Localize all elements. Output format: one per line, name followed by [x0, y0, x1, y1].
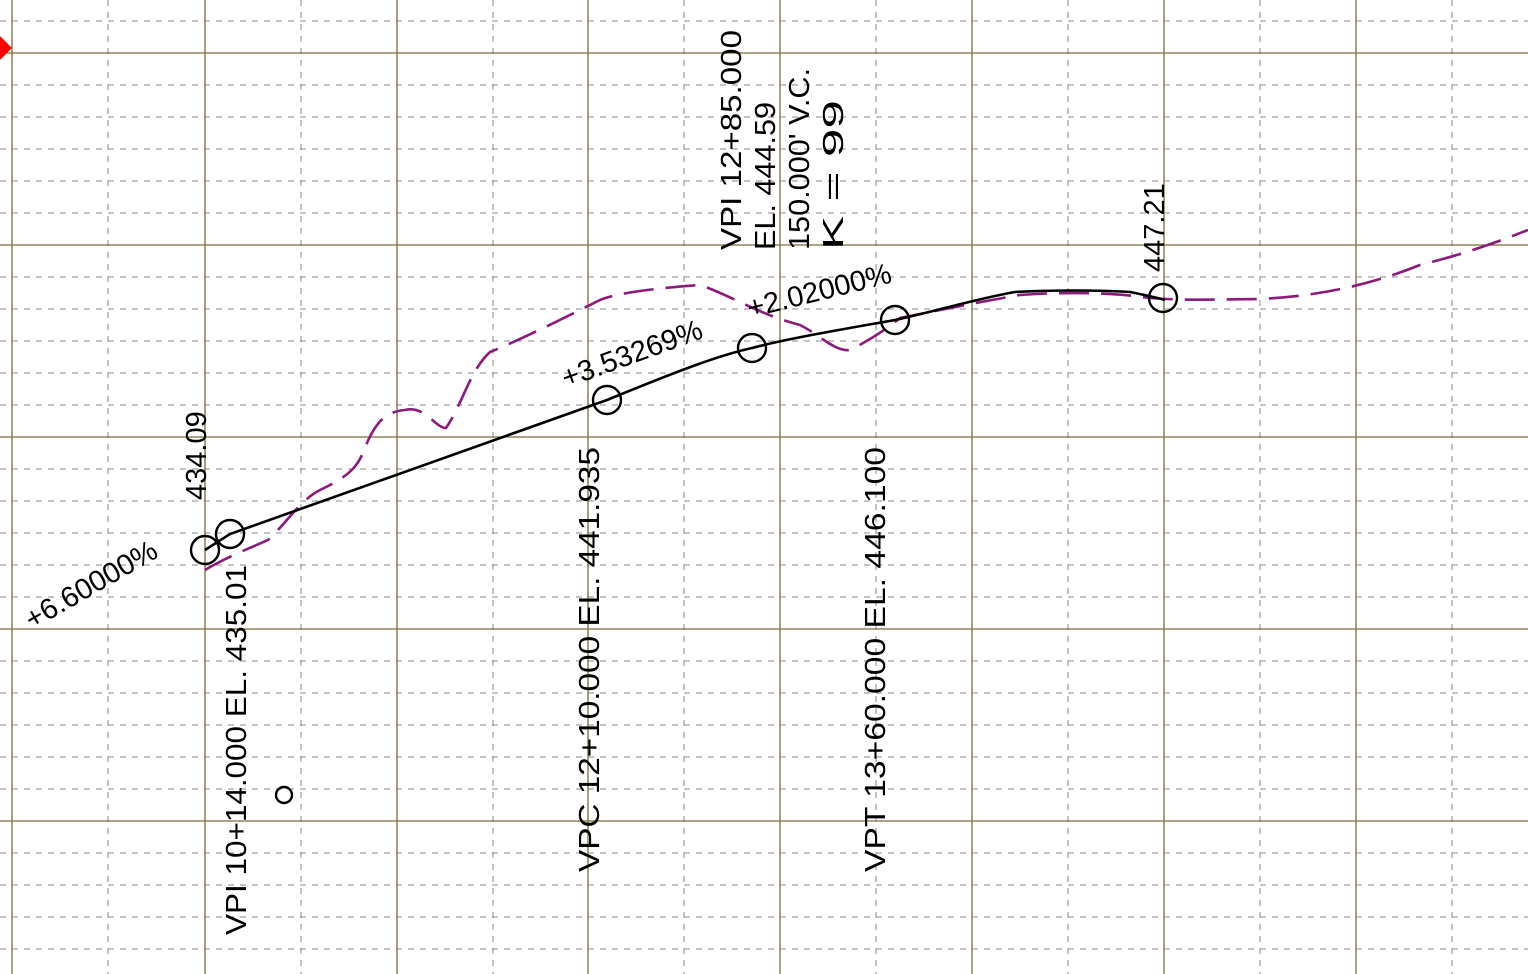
vpi-2-elevation: EL. 444.59 [750, 102, 782, 250]
vpi-2-k-value: K = 99 [818, 100, 850, 250]
end-marker [1147, 282, 1179, 314]
elevation-label-left: 434.09 [181, 411, 213, 500]
vpi-1-label: VPI 10+14.000 EL. 435.01 [221, 565, 253, 935]
pvi-point-marker [214, 518, 246, 550]
vpt-marker [879, 304, 911, 336]
grade-label-2: +3.53269% [557, 314, 707, 395]
elevation-label-right: 447.21 [1139, 183, 1171, 272]
vpi-1-marker [189, 534, 221, 566]
vertex-markers [189, 282, 1179, 805]
vpc-label: VPC 12+10.000 EL. 441.935 [574, 447, 606, 872]
grade-label-3: +2.02000% [744, 258, 895, 325]
vpi-2-curve-length: 150.000' V.C. [784, 68, 816, 250]
vpi-2-marker [736, 332, 768, 364]
red-marker [0, 36, 12, 60]
grade-label-1: +6.60000% [20, 535, 164, 636]
design-profile [204, 289, 1166, 552]
existing-ground-profile [204, 228, 1528, 572]
vpt-label: VPT 13+60.000 EL. 446.100 [860, 447, 892, 872]
small-point-marker [274, 785, 294, 805]
vpc-marker [591, 384, 623, 416]
vpi-2-station: VPI 12+85.000 [716, 30, 748, 250]
